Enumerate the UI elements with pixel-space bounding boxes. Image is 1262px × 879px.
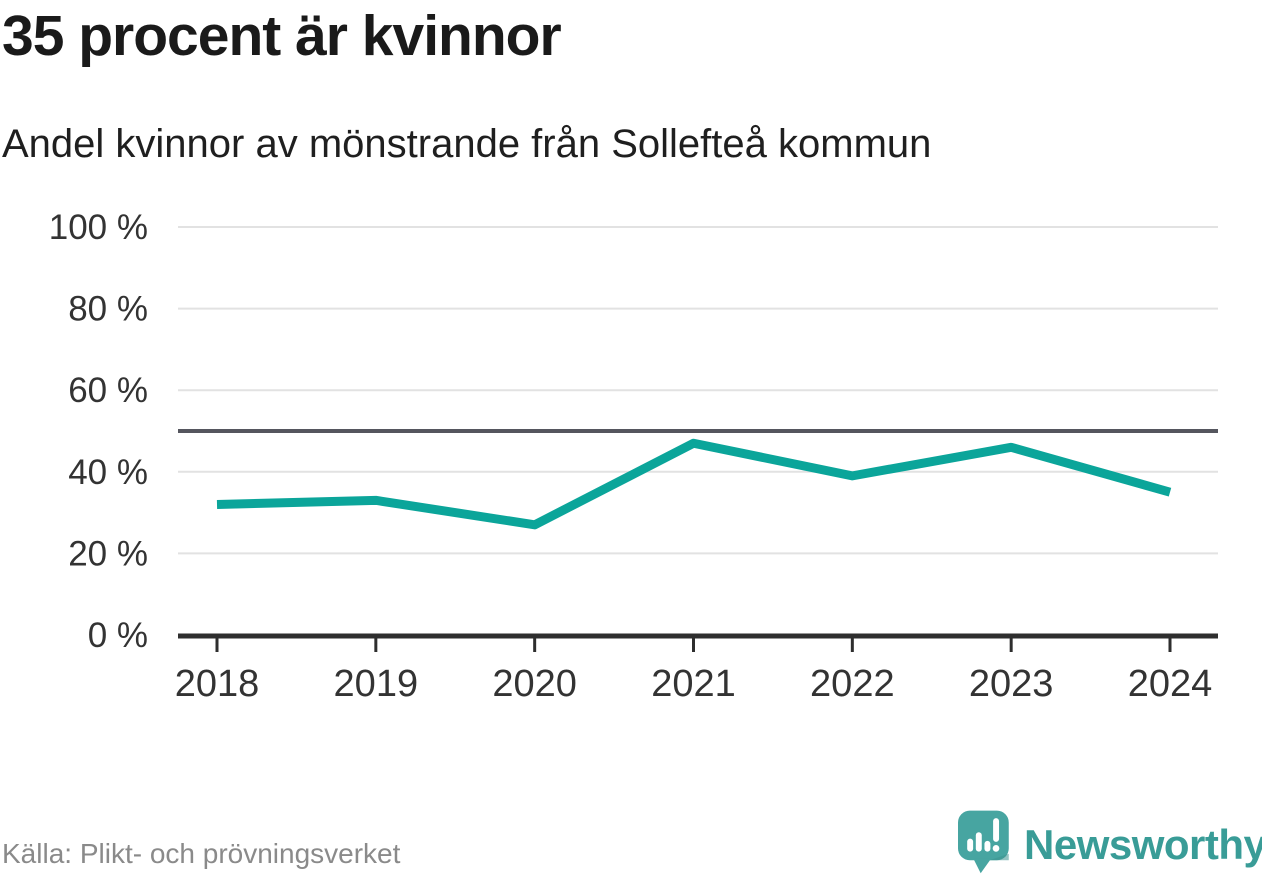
data-line xyxy=(216,438,1172,530)
chart-title: 35 procent är kvinnor xyxy=(2,4,562,68)
x-tick-label: 2024 xyxy=(1128,663,1213,705)
chart-subtitle: Andel kvinnor av mönstrande från Solleft… xyxy=(2,122,932,166)
x-tick-label: 2019 xyxy=(334,663,419,705)
source-note: Källa: Plikt- och prövningsverket xyxy=(2,838,401,869)
x-tick-label: 2018 xyxy=(175,663,260,705)
y-tick-label: 60 % xyxy=(68,371,148,410)
x-tick-label: 2022 xyxy=(810,663,895,705)
y-tick-label: 20 % xyxy=(68,534,148,573)
x-tick-label: 2020 xyxy=(492,663,577,705)
x-tick-label: 2021 xyxy=(651,663,736,705)
y-tick-label: 80 % xyxy=(68,290,148,329)
newsworthy-bubble-chart-icon xyxy=(958,810,1009,874)
y-tick-label: 40 % xyxy=(68,453,148,492)
brand-logo: Newsworthy xyxy=(958,810,1262,876)
y-tick-label: 100 % xyxy=(49,208,148,247)
x-tick-label: 2023 xyxy=(969,663,1054,705)
y-tick-label: 0 % xyxy=(88,616,148,655)
brand-name: Newsworthy xyxy=(1024,821,1262,868)
